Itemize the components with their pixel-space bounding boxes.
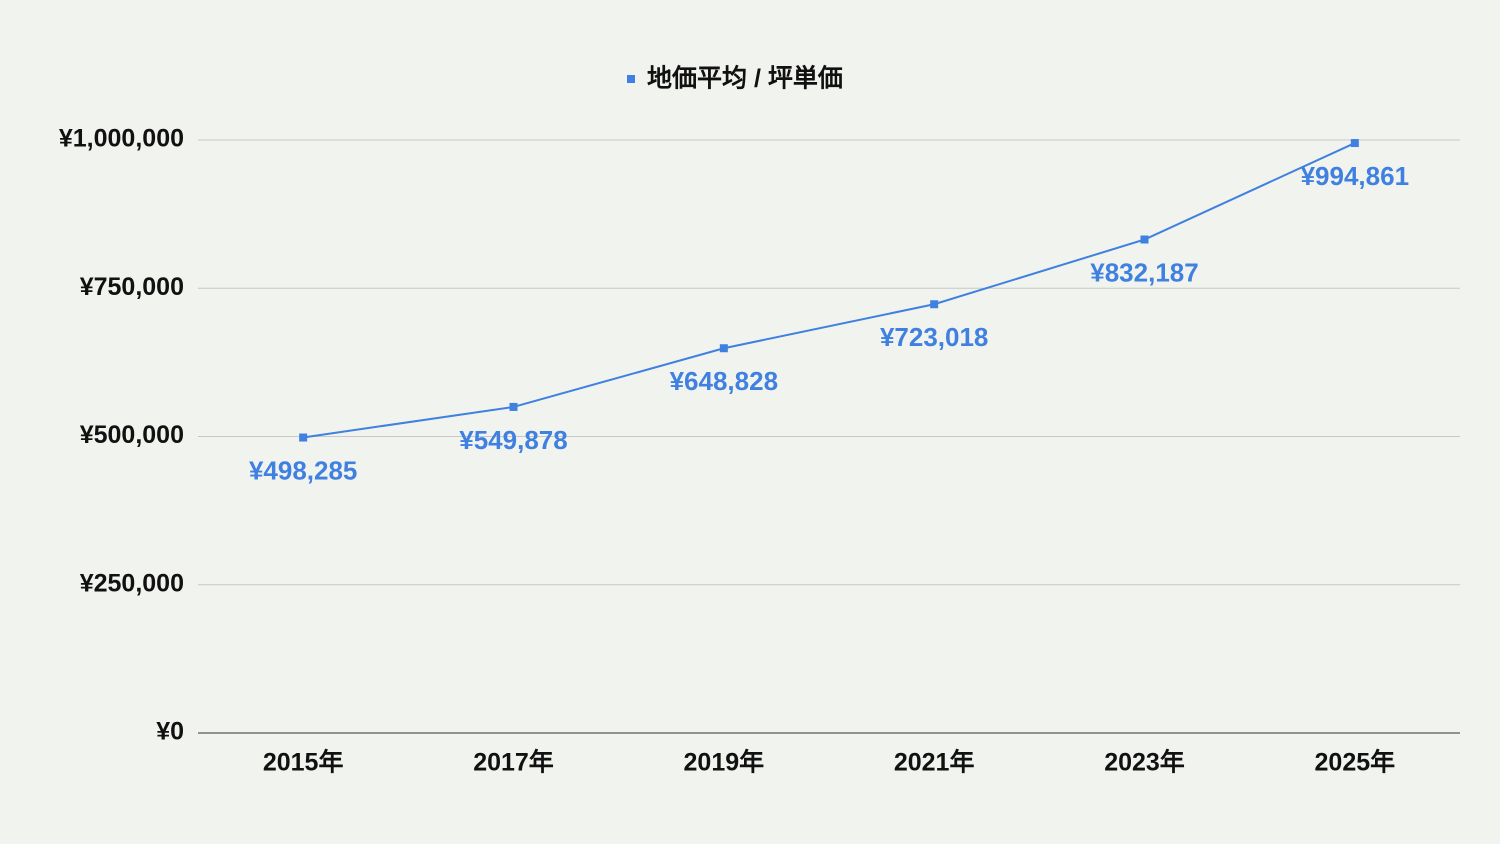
point <box>509 402 518 411</box>
point <box>1140 235 1149 244</box>
line <box>303 142 1356 439</box>
data-label: ¥498,285 <box>249 455 357 485</box>
data-label: ¥549,878 <box>459 425 567 455</box>
x-tick-label: 2019年 <box>684 748 765 777</box>
data-label: ¥832,187 <box>1090 257 1198 287</box>
legend-marker <box>627 75 635 83</box>
point <box>1350 139 1359 148</box>
x-tick-label: 2017年 <box>473 748 554 777</box>
legend-label: 地価平均 / 坪単価 <box>647 64 843 93</box>
x-tick-label: 2015年 <box>263 748 344 777</box>
point <box>930 300 939 309</box>
point <box>299 433 308 442</box>
x-tick-label: 2025年 <box>1315 748 1396 777</box>
data-label: ¥723,018 <box>880 322 988 352</box>
data-label: ¥994,861 <box>1301 161 1409 191</box>
y-tick-label: ¥0 <box>156 718 184 746</box>
y-tick-label: ¥250,000 <box>80 569 184 597</box>
x-tick-label: 2021年 <box>894 748 975 777</box>
y-tick-label: ¥500,000 <box>80 421 184 449</box>
point <box>719 344 728 353</box>
y-tick-label: ¥750,000 <box>80 273 184 301</box>
data-label: ¥648,828 <box>670 366 778 396</box>
y-tick-label: ¥1,000,000 <box>59 125 184 153</box>
x-tick-label: 2023年 <box>1104 748 1185 777</box>
